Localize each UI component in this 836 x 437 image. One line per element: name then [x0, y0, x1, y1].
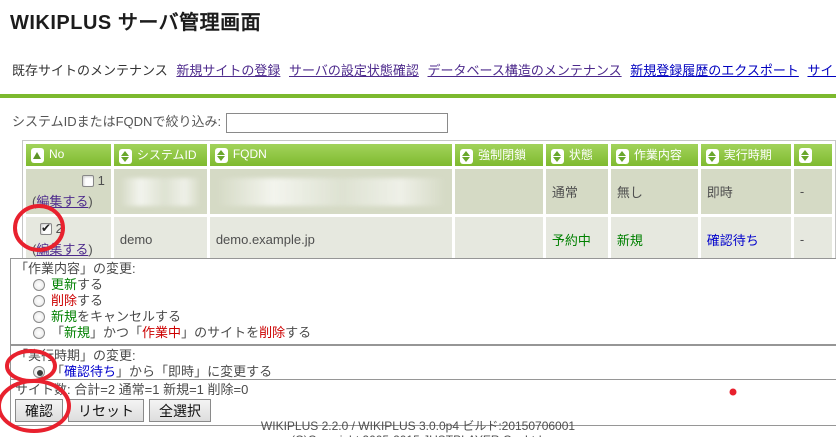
- cell-clipped: -: [793, 169, 832, 214]
- nav-link-server-config-status[interactable]: サーバの設定状態確認: [289, 63, 419, 78]
- cell-system-id: demo: [113, 217, 207, 262]
- nav-link-export-registration-history[interactable]: 新規登録履歴のエクスポート: [630, 63, 799, 78]
- sort-icon[interactable]: [798, 147, 812, 163]
- work-option-update: 更新する: [33, 277, 835, 293]
- footer: WIKIPLUS 2.2.0 / WIKIPLUS 3.0.0p4 ビルド:20…: [0, 419, 836, 437]
- cell-work: 新規: [610, 217, 698, 262]
- work-option-delete: 削除する: [33, 293, 835, 309]
- table-row: 2 (編集する) demo demo.example.jp 予約中 新規 確認待…: [26, 217, 832, 262]
- edit-link[interactable]: 編集する: [36, 242, 89, 257]
- work-option-delete-new-working: 「新規」かつ「作業中」のサイトを削除する: [33, 325, 835, 341]
- timing-section-title: 「実行時期」の変更:: [15, 348, 136, 363]
- column-header-work[interactable]: 作業内容: [610, 144, 698, 166]
- row-select-checkbox[interactable]: [40, 221, 52, 235]
- filter-row: システムIDまたはFQDNで絞り込み:: [12, 111, 449, 133]
- select-all-button[interactable]: 全選択: [149, 399, 211, 422]
- work-change-section: 「作業内容」の変更: 更新する 削除する 新規をキャンセルする 「新規」かつ「作…: [10, 258, 836, 345]
- main-nav: 既存サイトのメンテナンス 新規サイトの登録 サーバの設定状態確認 データベース構…: [12, 60, 836, 79]
- header-row: No システムID FQDN 強制閉鎖 状態 作業内容 実行時期: [26, 144, 832, 166]
- sites-table-wrap: No システムID FQDN 強制閉鎖 状態 作業内容 実行時期 1 (編集する…: [22, 140, 836, 266]
- green-divider: [0, 94, 836, 98]
- column-header-status[interactable]: 状態: [545, 144, 608, 166]
- timing-option-radio[interactable]: [33, 366, 45, 378]
- cell-forced-close: [455, 217, 543, 262]
- column-header-fqdn[interactable]: FQDN: [209, 144, 453, 166]
- sort-icon[interactable]: [118, 148, 132, 164]
- page-title: WIKIPLUS サーバ管理画面: [10, 12, 262, 34]
- redacted-content: [215, 177, 447, 206]
- work-section-title: 「作業内容」の変更:: [15, 261, 136, 276]
- row-select-checkbox[interactable]: [82, 175, 94, 187]
- work-option-radio-cancel-new[interactable]: [33, 311, 45, 323]
- work-option-radio-delete[interactable]: [33, 295, 45, 307]
- filter-input[interactable]: [226, 112, 449, 133]
- cell-status: 予約中: [545, 217, 608, 262]
- work-option-radio-update[interactable]: [33, 279, 45, 291]
- column-header-system-id[interactable]: システムID: [113, 144, 207, 166]
- sort-icon[interactable]: [460, 148, 474, 164]
- column-header-no[interactable]: No: [26, 144, 111, 166]
- cell-fqdn: demo.example.jp: [209, 217, 453, 262]
- sort-asc-icon[interactable]: [31, 147, 44, 163]
- cell-timing[interactable]: 確認待ち: [700, 217, 791, 262]
- cell-work: 無し: [610, 169, 698, 214]
- nav-link-register-new-site[interactable]: 新規サイトの登録: [176, 63, 281, 78]
- nav-link-export-site-list[interactable]: サイト一覧のエクスポート: [807, 63, 836, 78]
- footer-copyright-line: (C)Copyright 2005-2015 JUSTPLAYER Co.,Lt…: [0, 433, 836, 437]
- column-header-forced-close[interactable]: 強制閉鎖: [455, 144, 543, 166]
- cell-clipped: -: [793, 217, 832, 262]
- sites-table: No システムID FQDN 強制閉鎖 状態 作業内容 実行時期 1 (編集する…: [22, 140, 836, 266]
- filter-label: システムIDまたはFQDNで絞り込み:: [12, 114, 222, 129]
- nav-link-db-structure-maintenance[interactable]: データベース構造のメンテナンス: [427, 63, 622, 78]
- cell-no: 1 (編集する): [26, 169, 111, 214]
- cell-system-id: [113, 169, 207, 214]
- column-header-timing[interactable]: 実行時期: [700, 144, 791, 166]
- work-option-radio-delete-new-working[interactable]: [33, 327, 45, 339]
- table-row: 1 (編集する) 通常 無し 即時 -: [26, 169, 832, 214]
- redacted-content: [119, 177, 201, 206]
- sort-icon[interactable]: [550, 148, 564, 164]
- sort-icon[interactable]: [214, 147, 228, 163]
- sort-icon[interactable]: [705, 148, 719, 164]
- work-option-cancel-new: 新規をキャンセルする: [33, 309, 835, 325]
- timing-option-to-immediate: 「確認待ち」から「即時」に変更する: [33, 364, 835, 380]
- footer-version-line: WIKIPLUS 2.2.0 / WIKIPLUS 3.0.0p4 ビルド:20…: [260, 419, 576, 433]
- cell-status: 通常: [545, 169, 608, 214]
- edit-link[interactable]: 編集する: [36, 194, 89, 209]
- cell-fqdn: [209, 169, 453, 214]
- sort-icon[interactable]: [615, 148, 629, 164]
- cell-no: 2 (編集する): [26, 217, 111, 262]
- cell-forced-close: [455, 169, 543, 214]
- column-header-clipped[interactable]: [793, 144, 832, 166]
- site-count-summary: サイト数: 合計=2 通常=1 新規=1 削除=0: [15, 382, 249, 397]
- cell-timing: 即時: [700, 169, 791, 214]
- nav-item-current-maintenance: 既存サイトのメンテナンス: [12, 63, 168, 78]
